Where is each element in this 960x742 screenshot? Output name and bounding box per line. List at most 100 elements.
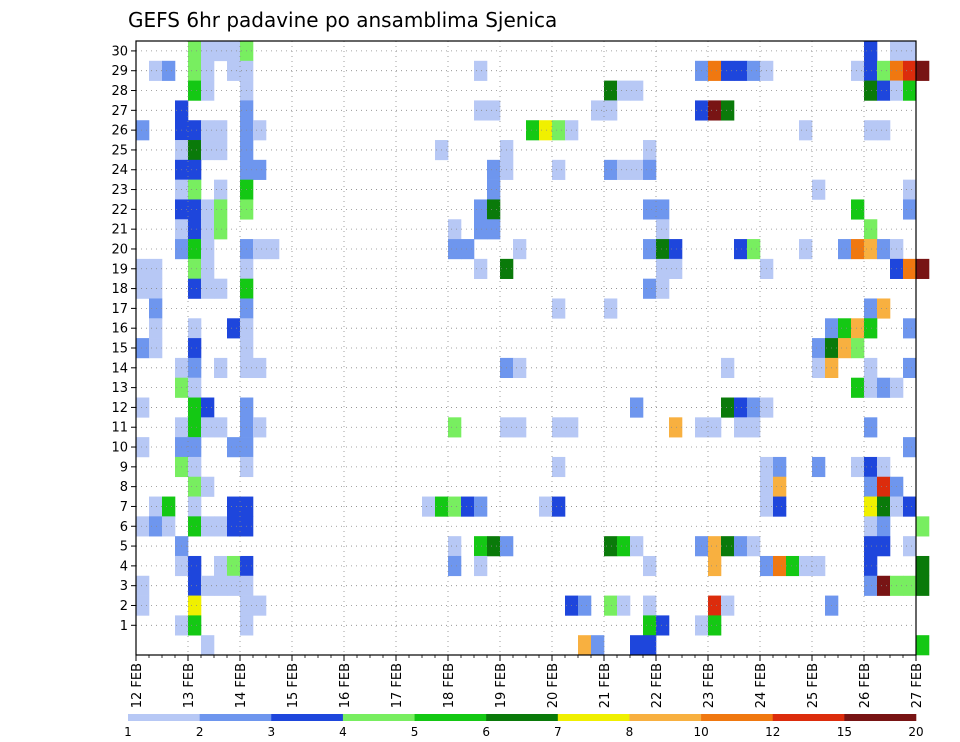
heatmap-cell [916,60,930,81]
heatmap-cell [604,298,618,319]
heatmap-cell [773,476,787,497]
heatmap-cell [721,357,735,379]
heatmap-cell [188,338,202,359]
y-tick-label: 26 [111,124,128,139]
heatmap-cell [136,516,150,537]
heatmap-cells [136,41,930,656]
heatmap-cell [552,456,566,478]
chart-title: GEFS 6hr padavine po ansamblima Sjenica [128,8,557,32]
heatmap-cell [916,635,930,656]
x-tick-label: 24 FEB [754,663,769,708]
heatmap-cell [188,258,202,279]
heatmap-cell [253,159,267,180]
heatmap-cell [162,60,176,81]
y-tick-label: 11 [111,421,128,436]
heatmap-cell [474,258,488,279]
heatmap-cell [513,239,527,260]
heatmap-cell [448,536,462,557]
heatmap-cell [266,239,280,260]
heatmap-cell [422,496,436,517]
x-tick-label: 27 FEB [910,663,925,708]
heatmap-cell [227,41,241,62]
heatmap-cell [877,120,891,141]
heatmap-cell [916,555,930,577]
heatmap-cell [448,417,462,438]
heatmap-cell [708,60,722,81]
heatmap-cell [136,120,150,141]
heatmap-cell [201,476,215,497]
heatmap-cell [474,555,488,577]
heatmap-cell [643,140,657,161]
heatmap-cell [773,496,787,517]
y-tick-label: 23 [111,183,128,198]
heatmap-cell [643,239,657,260]
heatmap-cell [201,120,215,141]
heatmap-cell [136,575,150,596]
heatmap-cell [721,595,735,616]
heatmap-cell [188,496,202,517]
heatmap-cell [669,258,683,279]
heatmap-cell [877,60,891,81]
heatmap-cell [643,595,657,616]
y-tick-label: 4 [120,559,128,574]
y-tick-label: 30 [111,44,128,59]
heatmap-cell [669,417,683,438]
heatmap-cell [188,417,202,438]
colorbar-label: 6 [482,725,490,739]
y-tick-label: 17 [111,302,128,317]
heatmap-cell [877,456,891,478]
colorbar-label: 10 [693,725,708,739]
heatmap-cell [708,417,722,438]
heatmap-cell [916,516,930,537]
heatmap-cell [864,575,878,596]
heatmap-cell [851,318,865,339]
heatmap-cell [487,536,501,557]
heatmap-cell [201,80,215,101]
heatmap-cell [708,615,722,636]
heatmap-cell [864,357,878,379]
heatmap-cell [201,575,215,596]
heatmap-cell [253,357,267,379]
colorbar-label: 15 [837,725,852,739]
heatmap-cell [851,456,865,478]
heatmap-cell [643,555,657,577]
heatmap-cell [448,496,462,517]
y-tick-label: 12 [111,401,128,416]
heatmap-cell [851,377,865,398]
heatmap-cell [253,239,267,260]
heatmap-cell [552,120,566,141]
heatmap-cell [188,377,202,398]
heatmap-cell [604,159,618,180]
y-tick-label: 6 [120,520,128,535]
heatmap-cell [214,516,228,537]
heatmap-cell [461,496,475,517]
heatmap-cell [838,338,852,359]
colorbar-label: 2 [196,725,204,739]
heatmap-cell [877,298,891,319]
heatmap-cell [708,595,722,616]
heatmap-cell [734,397,748,418]
heatmap-cell [864,298,878,319]
heatmap-cell [188,199,202,220]
heatmap-cell [487,100,501,121]
heatmap-cell [864,60,878,81]
heatmap-cell [851,199,865,220]
x-tick-label: 12 FEB [130,663,145,708]
heatmap-cell [812,338,826,359]
heatmap-cell [552,496,566,517]
heatmap-cell [201,258,215,279]
heatmap-cell [864,496,878,517]
heatmap-cell [188,159,202,180]
y-tick-label: 21 [111,223,128,238]
heatmap-cell [864,476,878,497]
heatmap-cell [552,298,566,319]
heatmap-cell [604,100,618,121]
heatmap-cell [851,239,865,260]
heatmap-cell [214,357,228,379]
heatmap-cell [734,417,748,438]
heatmap-cell [214,41,228,62]
y-tick-label: 7 [120,500,128,515]
y-tick-label: 2 [120,599,128,614]
heatmap-cell [188,219,202,240]
heatmap-cell [214,179,228,200]
